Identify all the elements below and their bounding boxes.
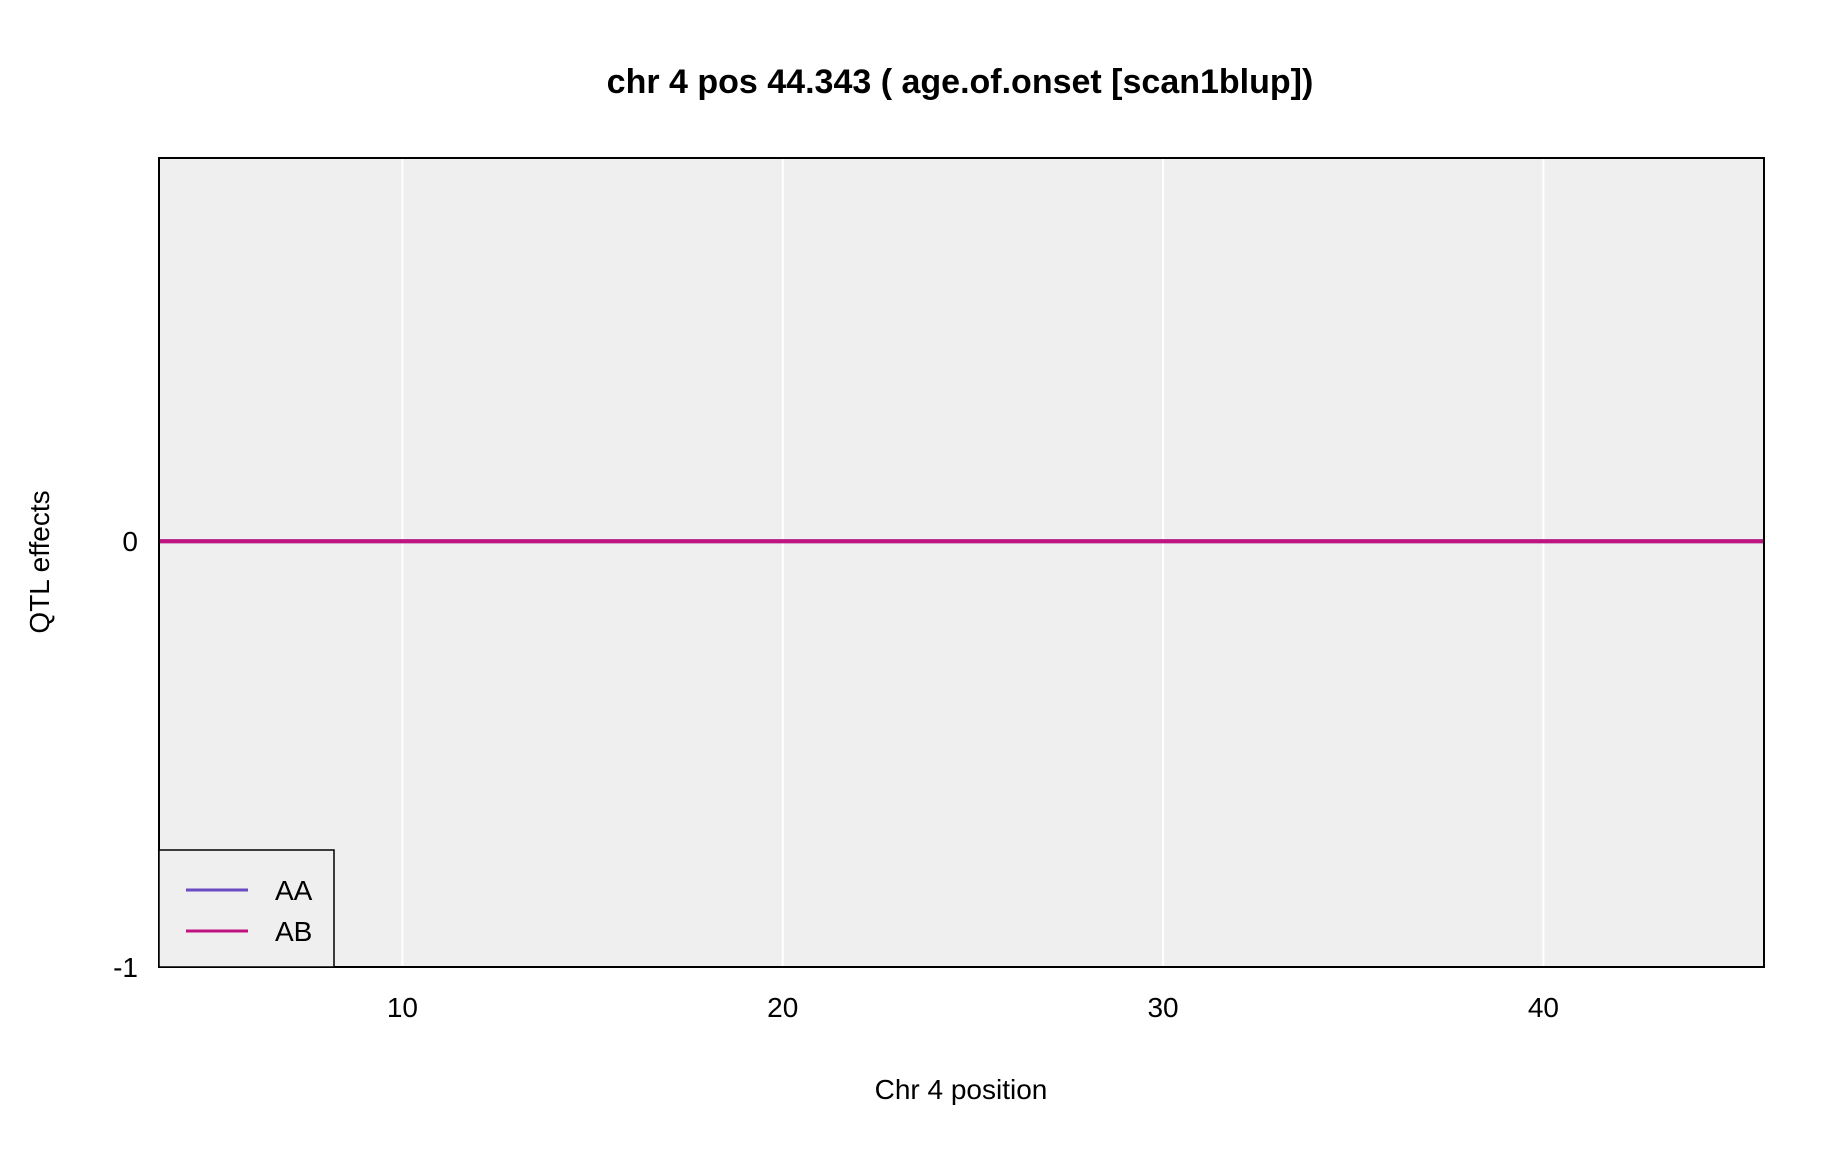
y-tick-label-0: 0 [122, 526, 138, 557]
x-tick-label-30: 30 [1147, 992, 1178, 1023]
legend-label-AA: AA [275, 875, 313, 906]
x-axis-label: Chr 4 position [875, 1074, 1048, 1105]
legend: AA AB [158, 849, 335, 968]
chart-title: chr 4 pos 44.343 ( age.of.onset [scan1bl… [607, 63, 1314, 101]
y-tick-label--1: -1 [113, 952, 138, 983]
legend-label-AB: AB [275, 916, 312, 947]
x-tick-label-40: 40 [1528, 992, 1559, 1023]
x-axis-ticks: 10 20 30 40 [387, 992, 1559, 1023]
plot-panel [159, 158, 1764, 967]
y-axis-label: QTL effects [24, 490, 55, 633]
grid-lines [401, 158, 1545, 967]
legend-box [158, 849, 335, 968]
x-tick-label-10: 10 [387, 992, 418, 1023]
plot-frame [158, 157, 1765, 968]
y-axis-ticks: 0 -1 [113, 526, 138, 983]
x-tick-label-20: 20 [767, 992, 798, 1023]
